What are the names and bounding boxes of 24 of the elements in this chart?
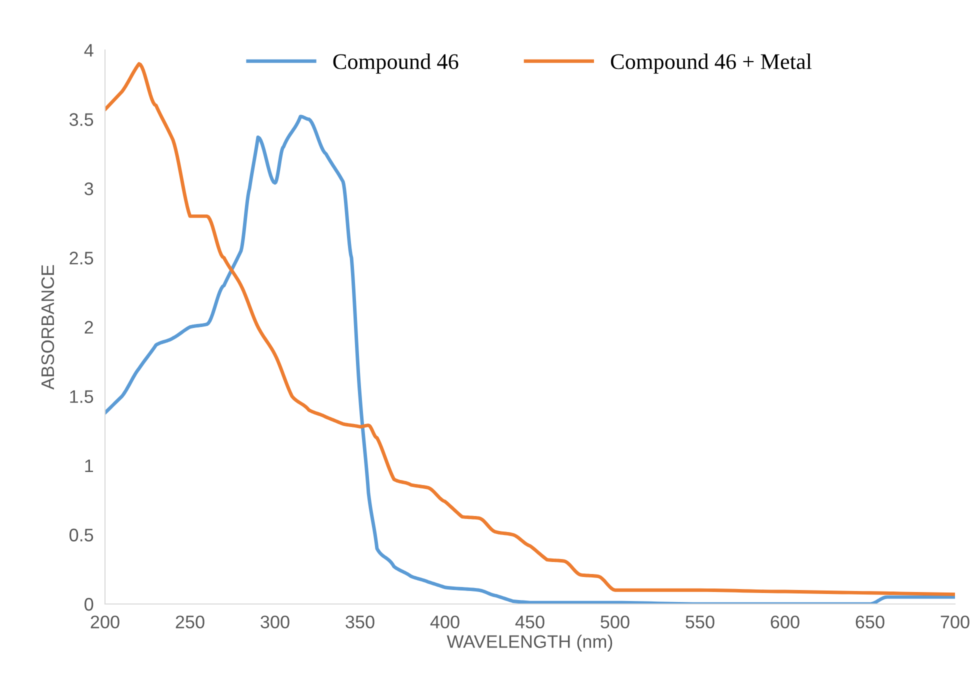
y-axis-title: ABSORBANCE [41, 265, 54, 390]
y-tick-label: 0 [84, 598, 94, 611]
x-tick-label: 650 [856, 616, 884, 628]
x-tick-label: 300 [260, 616, 290, 628]
x-tick-label: 350 [346, 616, 374, 628]
y-tick-label: 2 [84, 320, 93, 334]
x-tick-label: 500 [600, 616, 630, 628]
y-tick-label: 4 [84, 44, 94, 57]
x-tick-label: 200 [90, 616, 120, 628]
legend-label: Compound 46 [333, 54, 458, 74]
y-tick-label: 2.5 [70, 252, 94, 264]
x-tick-label: 700 [940, 616, 970, 628]
x-tick-label: 400 [430, 616, 460, 628]
x-tick-label: 600 [770, 616, 800, 628]
y-tick-label: 3 [84, 182, 94, 196]
x-tick-label: 250 [176, 616, 204, 628]
y-tick-label: 1.5 [70, 390, 94, 403]
y-tick-label: 3.5 [69, 113, 94, 126]
legend-label: Compound 46 + Metal [610, 54, 812, 74]
x-tick-label: 450 [515, 616, 544, 628]
y-tick-label: 1 [85, 460, 94, 472]
x-axis-title: WAVELENGTH (nm) [446, 634, 612, 652]
x-tick-label: 550 [686, 616, 714, 628]
y-tick-label: 0.5 [69, 528, 94, 542]
